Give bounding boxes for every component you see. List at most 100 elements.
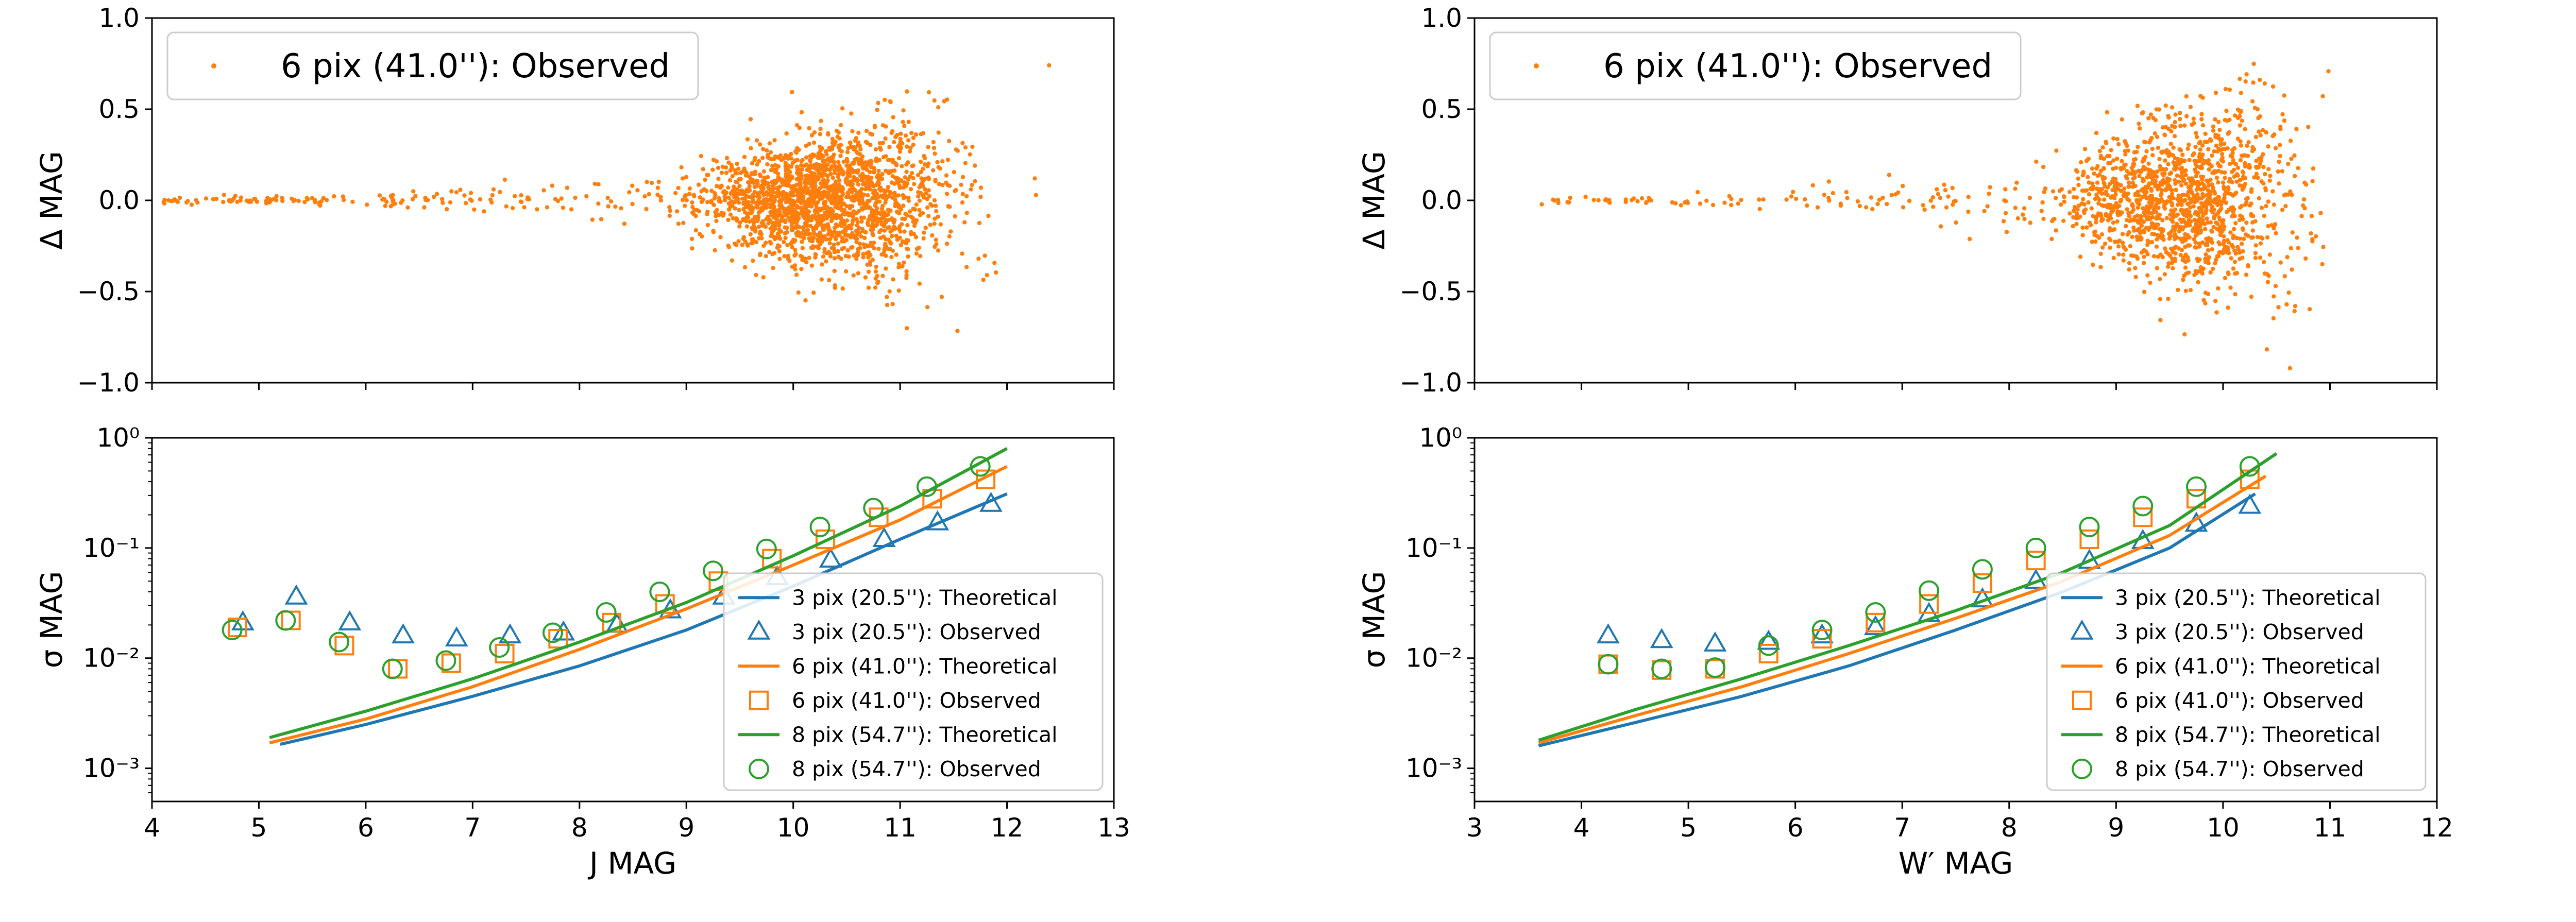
scatter-point — [749, 206, 754, 211]
scatter-point — [820, 173, 824, 178]
scatter-point — [2211, 225, 2216, 230]
scatter-point — [2200, 152, 2205, 157]
scatter-point — [709, 189, 714, 193]
scatter-point — [2199, 117, 2204, 122]
scatter-point — [2282, 93, 2286, 98]
series-marker-1 — [1596, 623, 1620, 644]
scatter-point — [850, 145, 855, 150]
y-tick-label: 10⁻² — [83, 643, 140, 673]
scatter-point — [1952, 199, 1956, 204]
scatter-point — [2173, 207, 2178, 212]
scatter-point — [2129, 210, 2134, 215]
scatter-point — [2145, 210, 2150, 215]
scatter-point — [2100, 145, 2105, 150]
scatter-point — [879, 207, 885, 211]
scatter-point — [2158, 277, 2162, 281]
scatter-point — [823, 149, 828, 154]
scatter-point — [2296, 246, 2300, 250]
scatter-point — [2154, 244, 2159, 249]
scatter-point — [2168, 186, 2173, 192]
scatter-point — [2277, 159, 2281, 164]
series-marker-5 — [2079, 517, 2100, 538]
scatter-point — [2162, 204, 2166, 209]
scatter-point — [2181, 225, 2186, 230]
scatter-point — [932, 98, 937, 103]
scatter-point — [806, 164, 811, 169]
scatter-point — [2262, 271, 2267, 276]
scatter-point — [2263, 188, 2268, 193]
scatter-point — [2020, 212, 2025, 217]
scatter-point — [2257, 129, 2261, 134]
scatter-point — [1877, 197, 1882, 202]
scatter-point — [606, 204, 611, 209]
scatter-point — [778, 236, 783, 241]
scatter-point — [2183, 252, 2188, 257]
scatter-point — [2219, 206, 2224, 211]
scatter-point — [875, 108, 879, 112]
legend-label: 3 pix (20.5''): Observed — [792, 620, 1041, 644]
scatter-point — [860, 182, 866, 186]
scatter-point — [2111, 158, 2116, 163]
scatter-point — [776, 222, 782, 227]
scatter-point — [2121, 258, 2126, 263]
series-marker-3 — [227, 618, 247, 638]
scatter-point — [2090, 181, 2095, 186]
scatter-point — [2148, 112, 2153, 117]
scatter-point — [172, 197, 177, 202]
scatter-point — [2164, 186, 2169, 191]
scatter-point — [2139, 223, 2144, 228]
scatter-point — [931, 146, 937, 150]
scatter-points — [1539, 61, 2331, 370]
scatter-point — [2156, 145, 2161, 150]
scatter-point — [947, 234, 952, 239]
scatter-point — [868, 253, 873, 258]
scatter-point — [440, 200, 445, 205]
scatter-point — [888, 229, 893, 234]
scatter-point — [1943, 188, 1948, 193]
scatter-point — [868, 187, 872, 192]
scatter-point — [305, 197, 310, 202]
scatter-point — [2214, 220, 2218, 225]
scatter-point — [2202, 227, 2208, 231]
scatter-point — [2159, 227, 2164, 232]
scatter-point — [2272, 294, 2276, 299]
scatter-point — [1907, 198, 1912, 203]
scatter-point — [1826, 179, 1831, 184]
scatter-point — [2183, 236, 2188, 241]
scatter-point — [776, 175, 781, 180]
scatter-point — [919, 191, 923, 196]
scatter-point — [900, 239, 905, 244]
scatter-point — [1838, 201, 1843, 206]
scatter-point — [541, 188, 546, 193]
scatter-point — [2178, 160, 2183, 165]
series-marker-5 — [329, 631, 350, 653]
scatter-point — [739, 192, 743, 196]
scatter-point — [870, 196, 875, 200]
legend-marker — [2072, 758, 2092, 779]
scatter-point — [2082, 202, 2087, 207]
scatter-point — [561, 206, 566, 210]
scatter-point — [787, 216, 791, 220]
scatter-point — [897, 183, 902, 188]
series-marker-1 — [284, 584, 308, 605]
scatter-point — [2286, 162, 2291, 166]
scatter-point — [816, 193, 821, 198]
scatter-point — [2151, 169, 2156, 175]
scatter-point — [851, 214, 856, 219]
scatter-point — [748, 232, 753, 237]
scatter-point — [827, 278, 832, 282]
scatter-point — [2149, 240, 2155, 245]
scatter-point — [934, 237, 938, 242]
scatter-point — [955, 329, 960, 333]
scatter-point — [2203, 301, 2208, 306]
scatter-point — [839, 217, 844, 223]
scatter-point — [2199, 201, 2204, 206]
scatter-point — [920, 180, 925, 185]
scatter-point — [948, 229, 953, 234]
scatter-point — [605, 196, 610, 200]
scatter-point — [807, 126, 811, 131]
scatter-point — [802, 228, 806, 233]
scatter-point — [881, 155, 886, 160]
